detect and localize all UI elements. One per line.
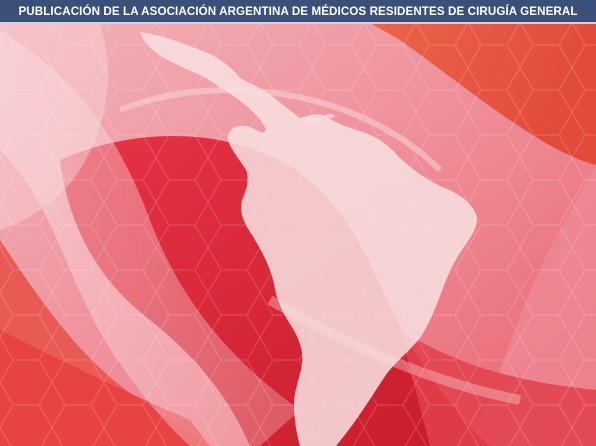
publication-header-text: PUBLICACIÓN DE LA ASOCIACIÓN ARGENTINA D…	[18, 4, 578, 18]
latin-america-map	[140, 32, 477, 446]
publication-header: PUBLICACIÓN DE LA ASOCIACIÓN ARGENTINA D…	[0, 0, 596, 24]
